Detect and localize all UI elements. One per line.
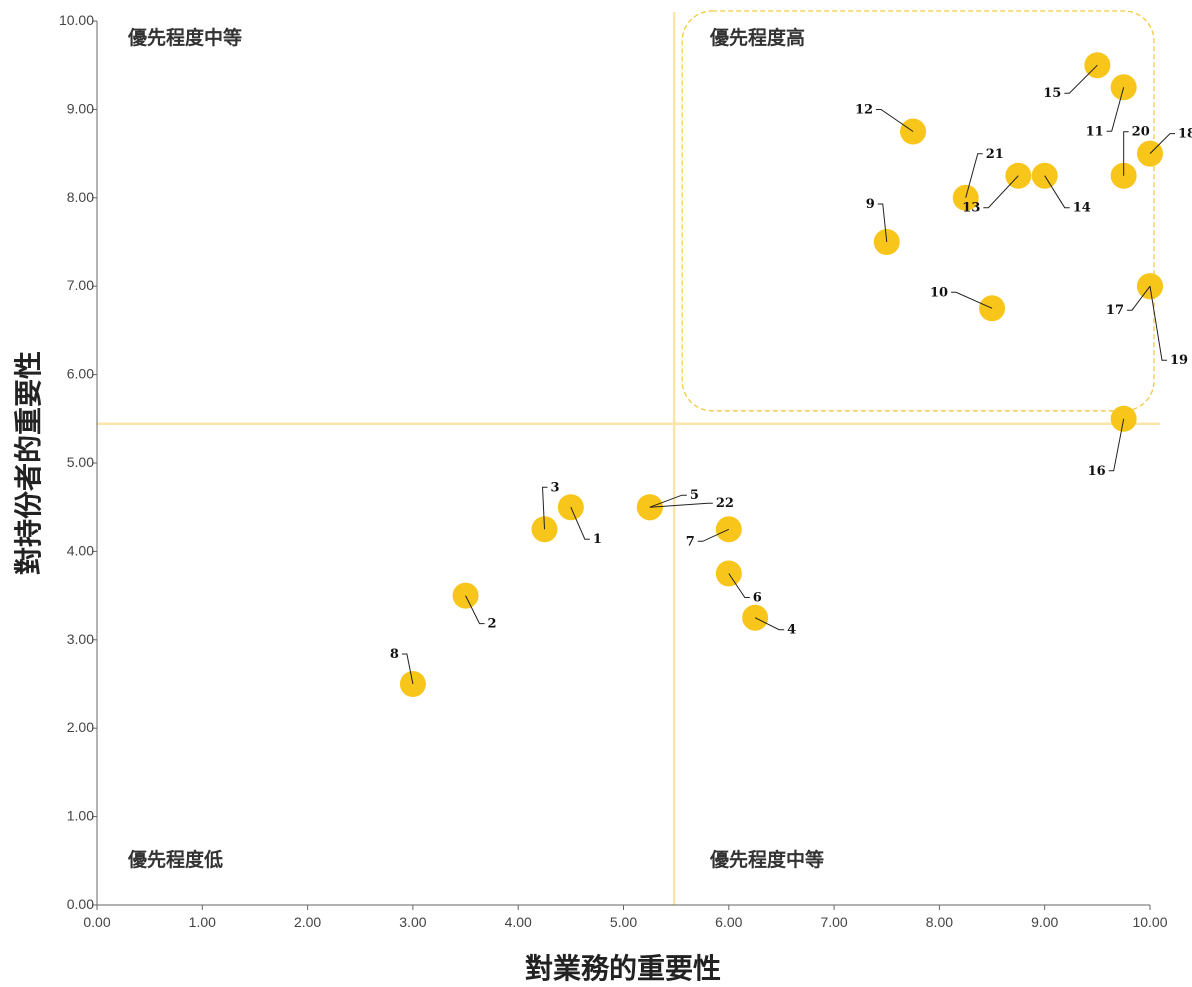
x-tick-label: 10.00 [1132,914,1167,930]
y-tick-label: 4.00 [67,542,94,558]
y-tick-label: 1.00 [67,808,94,824]
leader-line-8 [401,653,414,685]
point-label-13: 13 [962,201,980,216]
y-tick-label: 10.00 [59,12,94,28]
quadrant-label-top-right: 優先程度高 [709,26,805,49]
leader-line-5 [649,494,687,508]
point-label-1: 1 [593,532,602,547]
quadrant-label-top-left: 優先程度中等 [127,26,242,49]
point-label-7: 7 [686,534,695,549]
leader-line-19 [1149,286,1167,361]
y-tick-label: 8.00 [67,189,94,205]
leader-line-1 [570,506,590,540]
y-axis-title: 對持份者的重要性 [12,351,45,575]
leader-line-18 [1149,133,1175,154]
leader-line-4 [754,617,785,631]
y-tick-label: 2.00 [67,719,94,735]
point-label-5: 5 [690,488,699,503]
point-label-15: 15 [1043,86,1061,101]
high-priority-region [681,10,1155,412]
leader-line-17 [1127,285,1151,311]
point-label-20: 20 [1132,125,1150,140]
leader-line-7 [697,528,730,542]
quadrant-label-bottom-left: 優先程度低 [127,848,223,871]
point-label-6: 6 [753,591,762,606]
y-tick-label: 9.00 [67,100,94,116]
x-axis-title: 對業務的重要性 [525,952,721,985]
leader-line-2 [465,595,485,625]
leader-line-15 [1064,64,1098,94]
leader-line-3 [542,486,548,530]
x-tick-label: 6.00 [715,914,742,930]
point-label-14: 14 [1073,201,1091,216]
x-tick-label: 1.00 [189,914,216,930]
point-label-10: 10 [930,285,948,300]
leader-line-11 [1106,87,1125,132]
quadrant-label-bottom-right: 優先程度中等 [709,848,824,871]
point-label-11: 11 [1086,124,1104,139]
point-label-9: 9 [866,197,875,212]
x-tick-label: 0.00 [83,914,110,930]
leader-line-14 [1044,175,1070,209]
point-label-8: 8 [390,647,399,662]
y-tick-label: 0.00 [67,896,94,912]
x-tick-label: 2.00 [294,914,321,930]
y-tick-label: 7.00 [67,277,94,293]
leader-line-10 [951,291,993,309]
x-tick-label: 7.00 [820,914,847,930]
x-tick-label: 8.00 [926,914,953,930]
x-tick-label: 3.00 [399,914,426,930]
leader-line-12 [876,109,914,132]
leader-line-13 [983,175,1019,209]
leader-line-20 [1123,131,1129,176]
x-tick-label: 4.00 [505,914,532,930]
leader-line-16 [1108,418,1125,472]
point-label-21: 21 [986,147,1004,162]
point-label-17: 17 [1106,303,1124,318]
x-tick-label: 9.00 [1031,914,1058,930]
point-label-22: 22 [716,496,734,511]
point-label-18: 18 [1178,127,1192,142]
x-tick-label: 5.00 [610,914,637,930]
point-label-12: 12 [855,103,873,118]
point-label-16: 16 [1088,464,1106,479]
y-tick-label: 3.00 [67,631,94,647]
leader-line-6 [728,573,750,598]
y-tick-label: 5.00 [67,454,94,470]
point-label-2: 2 [488,617,497,632]
point-label-3: 3 [551,480,560,495]
leader-line-9 [877,203,888,243]
y-tick-label: 6.00 [67,366,94,382]
point-label-4: 4 [787,623,796,638]
leader-line-22 [649,502,713,508]
leader-line-21 [965,153,983,198]
point-label-19: 19 [1170,353,1188,368]
